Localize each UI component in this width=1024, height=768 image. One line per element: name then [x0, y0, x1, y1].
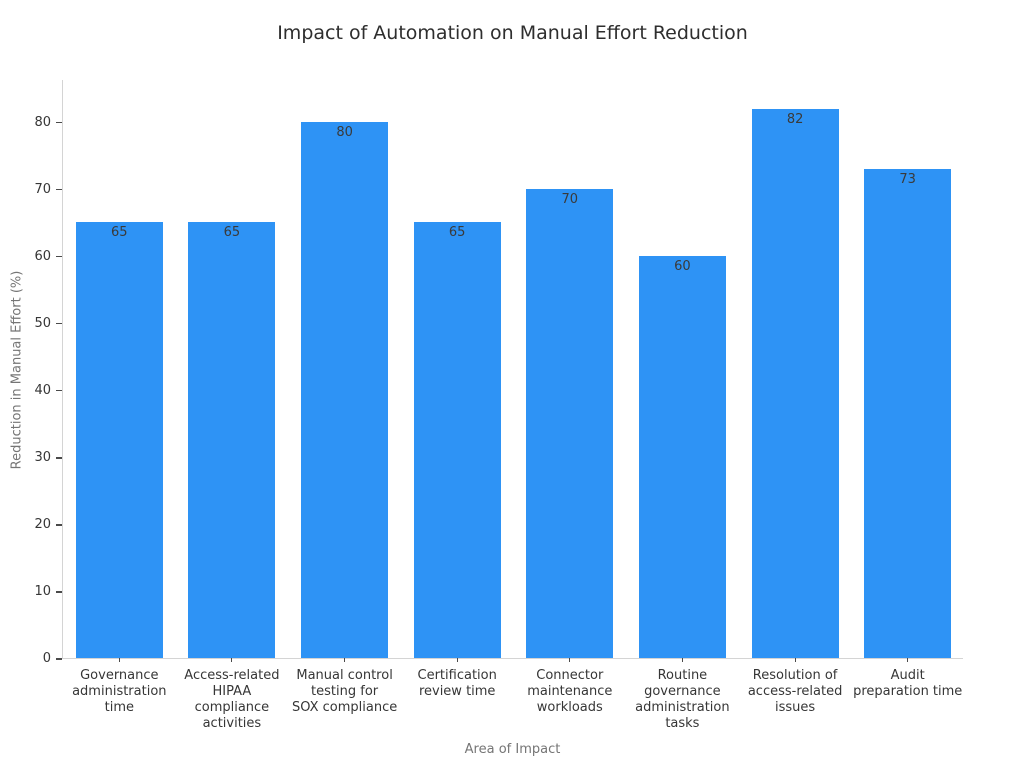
bar: 80 — [301, 121, 389, 658]
bar-value-label: 65 — [111, 225, 128, 241]
x-tick-mark — [569, 658, 571, 662]
y-tick-mark — [56, 591, 62, 593]
x-tick-mark — [344, 658, 346, 662]
bar: 73 — [864, 168, 952, 658]
y-axis-title: Reduction in Manual Effort (%) — [9, 270, 25, 470]
bar-value-label: 60 — [674, 258, 691, 274]
x-tick-mark — [907, 658, 909, 662]
y-tick-label: 50 — [34, 315, 51, 331]
bar-value-label: 80 — [336, 124, 353, 140]
y-tick-mark — [56, 122, 62, 124]
plot-area: 65 Governance administration time 65 Access… — [34, 80, 963, 731]
x-tick-label: Resolution of access-related issues — [747, 668, 843, 715]
y-tick-label: 30 — [34, 450, 51, 465]
bar-value-label: 70 — [561, 191, 579, 207]
x-tick-mark — [231, 658, 233, 662]
x-tick-label: Manual control testing for SOX complianc… — [291, 668, 398, 715]
y-tick-mark — [56, 658, 62, 660]
x-axis-title: Area of Impact — [464, 742, 561, 757]
y-tick-label: 0 — [42, 651, 51, 666]
y-tick-label: 20 — [34, 517, 51, 532]
bar: 65 — [188, 222, 276, 658]
bar: 65 — [413, 222, 501, 658]
chart-title: Impact of Automation on Manual Effort Re… — [277, 22, 748, 44]
bar: 82 — [751, 108, 839, 658]
y-tick-mark — [56, 189, 62, 191]
y-tick-label: 60 — [34, 248, 51, 264]
x-tick-label: Access-related HIPAA compliance activiti… — [184, 668, 280, 731]
bar-value-label: 65 — [223, 225, 241, 241]
bar: 70 — [526, 188, 614, 658]
y-tick-mark — [56, 256, 62, 258]
y-tick-label: 70 — [34, 181, 51, 197]
y-tick-label: 10 — [34, 584, 51, 599]
y-tick-label: 80 — [34, 114, 51, 130]
x-tick-label: Routine governance administration tasks — [635, 668, 730, 731]
x-tick-label: Connector maintenance workloads — [527, 668, 613, 715]
x-tick-mark — [794, 658, 796, 662]
bar: 60 — [638, 255, 726, 658]
y-tick-mark — [56, 390, 62, 392]
x-tick-label: Certification review time — [417, 668, 497, 699]
x-tick-mark — [681, 658, 683, 662]
y-tick-mark — [56, 524, 62, 526]
y-tick-label: 40 — [34, 382, 51, 398]
x-tick-label: Governance administration time — [72, 668, 167, 715]
bar-value-label: 82 — [786, 111, 804, 127]
x-tick-mark — [118, 658, 120, 662]
x-tick-label: Audit preparation time — [853, 668, 963, 699]
bar-value-label: 65 — [448, 225, 466, 241]
bar-value-label: 73 — [899, 171, 916, 187]
x-tick-mark — [456, 658, 458, 662]
y-tick-mark — [56, 457, 62, 459]
bar: 65 — [75, 222, 163, 658]
y-tick-mark — [56, 323, 62, 325]
